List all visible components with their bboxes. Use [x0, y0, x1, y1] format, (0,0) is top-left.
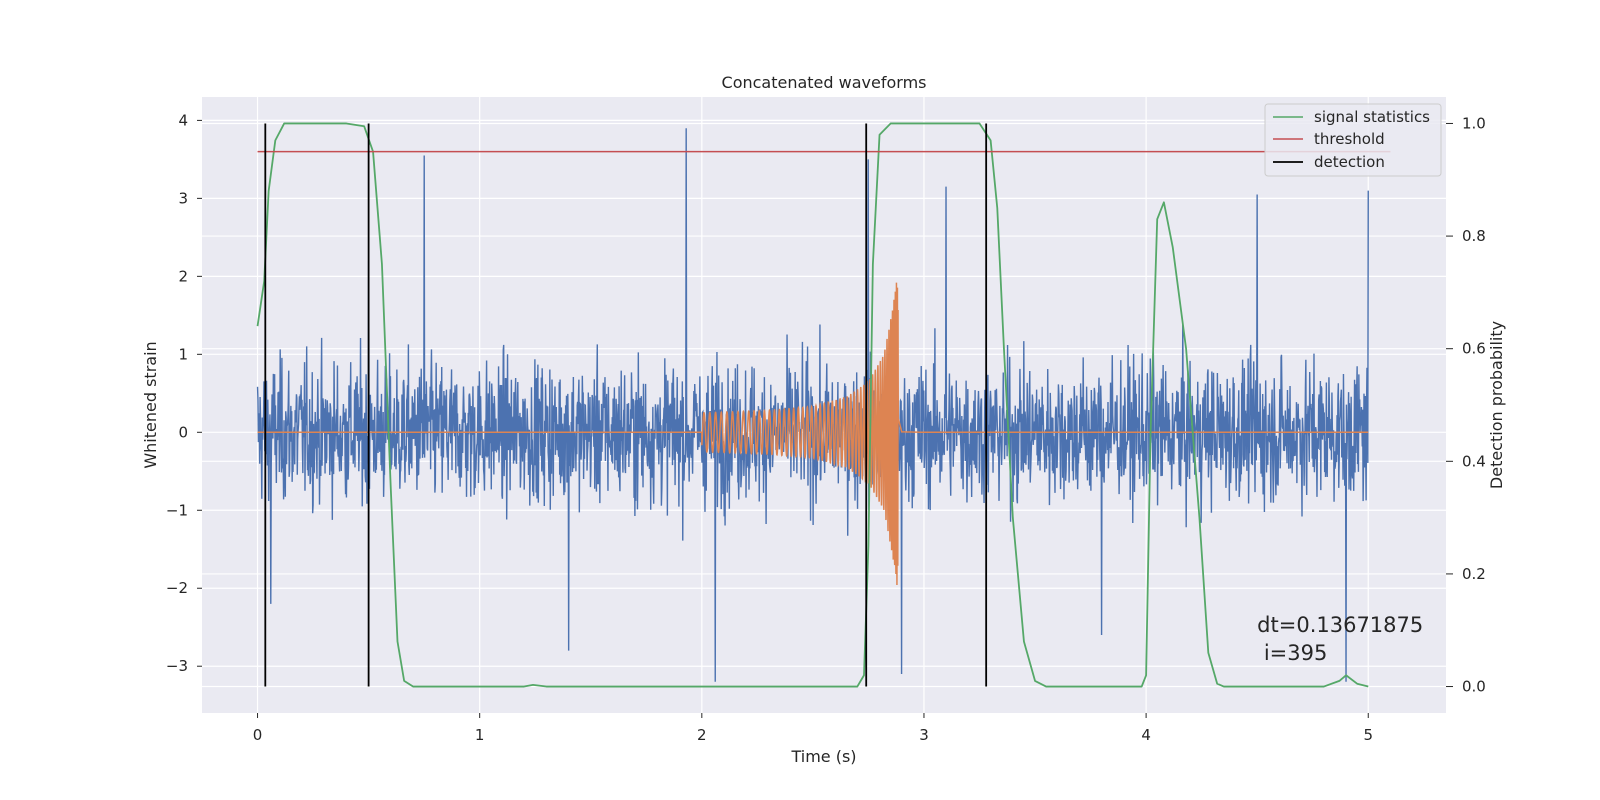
y2-axis-label: Detection probability: [1487, 321, 1506, 489]
x-tick-label: 3: [919, 726, 929, 744]
annotation-dt: dt=0.13671875: [1257, 613, 1423, 637]
y2-tick-label: 1.0: [1462, 114, 1486, 132]
legend-label-signal-statistics: signal statistics: [1314, 108, 1430, 126]
y-tick-label: 4: [178, 111, 188, 129]
y2-tick-label: 0.4: [1462, 452, 1486, 470]
y-tick-label: 0: [178, 423, 188, 441]
y-tick-label: −3: [166, 657, 188, 675]
template-line: [257, 282, 1369, 586]
x-axis-ticks: 0 1 2 3 4 5: [253, 713, 1373, 744]
annotation: dt=0.13671875 i=395: [1257, 613, 1423, 665]
x-tick-label: 4: [1141, 726, 1151, 744]
y-tick-label: 3: [178, 189, 188, 207]
signal-statistics-line: [256, 122, 1369, 688]
chart-title: Concatenated waveforms: [722, 73, 927, 92]
x-tick-label: 2: [697, 726, 707, 744]
stat-layer: [256, 122, 1369, 688]
annotation-index: i=395: [1257, 641, 1327, 665]
strain-line: [256, 128, 1369, 682]
legend-box: [1264, 103, 1442, 177]
y2-tick-label: 0.0: [1462, 678, 1486, 696]
x-tick-label: 1: [475, 726, 485, 744]
template-layer: [257, 282, 1369, 586]
strain-layer: [256, 128, 1369, 682]
y2-tick-label: 0.6: [1462, 340, 1486, 358]
x-tick-label: 5: [1363, 726, 1373, 744]
y-axis-ticks: −3 −2 −1 0 1 2 3 4: [166, 111, 202, 675]
y-axis-label: Whitened strain: [141, 341, 160, 468]
x-tick-label: 0: [253, 726, 263, 744]
y-tick-label: −1: [166, 501, 188, 519]
legend-label-threshold: threshold: [1314, 130, 1385, 148]
y-tick-label: 2: [178, 267, 188, 285]
detection-layer: [264, 123, 988, 687]
y-tick-label: −2: [166, 579, 188, 597]
y2-tick-label: 0.8: [1462, 227, 1486, 245]
y2-tick-label: 0.2: [1462, 565, 1486, 583]
legend-label-detection: detection: [1314, 153, 1385, 171]
x-axis-label: Time (s): [790, 747, 856, 766]
y-tick-label: 1: [178, 345, 188, 363]
y2-axis-ticks: 0.0 0.2 0.4 0.6 0.8 1.0: [1446, 114, 1486, 696]
legend: signal statistics threshold detection: [1264, 103, 1442, 177]
